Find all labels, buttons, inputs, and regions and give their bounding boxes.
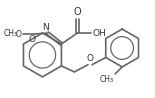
Text: N: N [42, 23, 49, 32]
Text: O: O [29, 35, 35, 44]
Text: OH: OH [92, 29, 106, 38]
Text: O: O [16, 30, 22, 39]
Text: CH₃: CH₃ [100, 75, 114, 84]
Text: O: O [73, 7, 81, 17]
Text: CH₃: CH₃ [3, 29, 18, 38]
Text: O: O [86, 54, 94, 63]
